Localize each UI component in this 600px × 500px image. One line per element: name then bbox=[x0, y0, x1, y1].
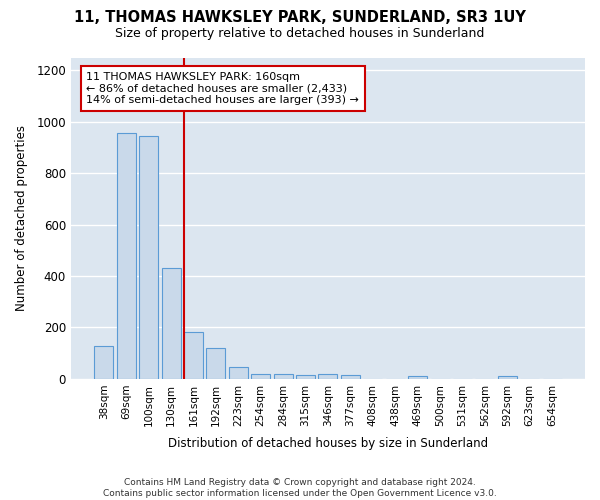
Text: 11 THOMAS HAWKSLEY PARK: 160sqm
← 86% of detached houses are smaller (2,433)
14%: 11 THOMAS HAWKSLEY PARK: 160sqm ← 86% of… bbox=[86, 72, 359, 105]
Bar bbox=[341, 375, 360, 379]
Bar bbox=[139, 136, 158, 379]
Bar bbox=[498, 376, 517, 379]
Bar bbox=[229, 367, 248, 379]
Y-axis label: Number of detached properties: Number of detached properties bbox=[15, 125, 28, 311]
Text: Contains HM Land Registry data © Crown copyright and database right 2024.
Contai: Contains HM Land Registry data © Crown c… bbox=[103, 478, 497, 498]
Bar bbox=[184, 332, 203, 379]
Bar bbox=[161, 268, 181, 379]
Bar bbox=[274, 374, 293, 379]
X-axis label: Distribution of detached houses by size in Sunderland: Distribution of detached houses by size … bbox=[168, 437, 488, 450]
Bar bbox=[94, 346, 113, 379]
Text: 11, THOMAS HAWKSLEY PARK, SUNDERLAND, SR3 1UY: 11, THOMAS HAWKSLEY PARK, SUNDERLAND, SR… bbox=[74, 10, 526, 25]
Bar bbox=[319, 374, 337, 379]
Bar bbox=[117, 134, 136, 379]
Bar bbox=[296, 375, 315, 379]
Text: Size of property relative to detached houses in Sunderland: Size of property relative to detached ho… bbox=[115, 28, 485, 40]
Bar bbox=[251, 374, 270, 379]
Bar bbox=[408, 376, 427, 379]
Bar bbox=[206, 348, 226, 379]
